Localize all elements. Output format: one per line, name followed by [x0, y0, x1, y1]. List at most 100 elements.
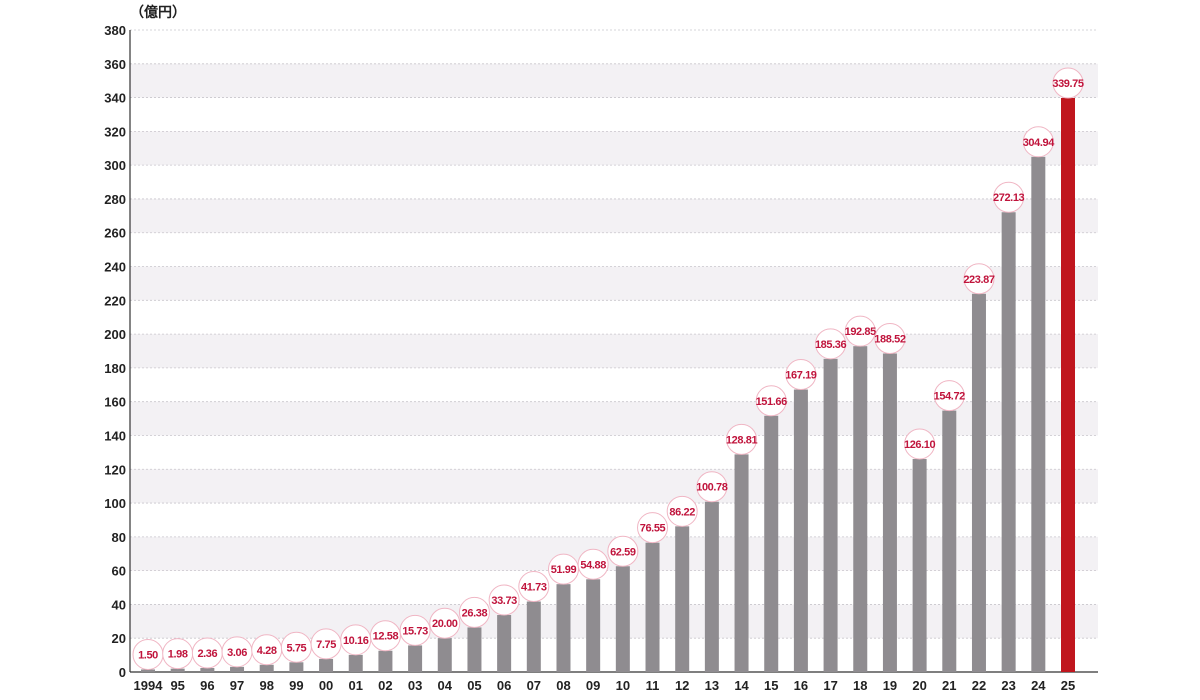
x-tick-label: 95 [170, 678, 184, 693]
x-tick-label: 17 [823, 678, 837, 693]
data-label: 51.99 [551, 564, 577, 576]
data-label: 272.13 [993, 192, 1025, 204]
data-label-bubble [399, 614, 431, 646]
x-tick-label: 22 [972, 678, 986, 693]
y-tick-label: 60 [112, 564, 126, 579]
data-label-bubble [696, 471, 728, 503]
bar [615, 566, 630, 672]
data-label: 7.75 [316, 639, 336, 651]
x-tick-label: 97 [230, 678, 244, 693]
y-tick-label: 140 [104, 428, 126, 443]
bar [882, 353, 897, 672]
bar [675, 526, 690, 672]
bar [497, 615, 512, 672]
x-tick-label: 09 [586, 678, 600, 693]
data-label: 1.98 [168, 649, 188, 661]
bar [734, 454, 749, 672]
bar [378, 650, 393, 672]
bar [556, 584, 571, 672]
data-label: 188.52 [874, 334, 906, 346]
x-tick-label: 96 [200, 678, 214, 693]
data-label: 54.88 [580, 559, 606, 571]
data-label-bubble [369, 620, 401, 652]
data-label-bubble [429, 607, 461, 639]
bar [141, 669, 155, 672]
grid-band [130, 401, 1098, 436]
data-label-bubble [933, 380, 965, 412]
y-axis-unit-label: （億円） [130, 4, 186, 20]
data-label: 62.59 [610, 546, 636, 558]
grid-band [130, 266, 1098, 301]
y-tick-label: 340 [104, 91, 126, 106]
data-label-bubble [785, 359, 817, 391]
bar [319, 658, 334, 672]
bar [793, 389, 808, 672]
data-label: 10.16 [343, 635, 369, 647]
data-label-bubble [993, 181, 1025, 213]
x-tick-label: 10 [616, 678, 630, 693]
bar [170, 668, 185, 672]
grid-band [130, 469, 1098, 504]
bar [200, 668, 215, 672]
grid-band [130, 131, 1098, 166]
data-label: 304.94 [1023, 137, 1056, 149]
y-tick-label: 320 [104, 124, 126, 139]
x-tick-label: 25 [1061, 678, 1075, 693]
data-label: 151.66 [756, 396, 788, 408]
x-tick-label: 04 [438, 678, 453, 693]
x-tick-label: 13 [705, 678, 719, 693]
data-label-bubble [488, 584, 520, 616]
bar [1001, 212, 1016, 672]
data-label: 192.85 [845, 326, 877, 338]
data-label: 128.81 [726, 434, 758, 446]
x-tick-label: 20 [912, 678, 926, 693]
x-tick-label: 02 [378, 678, 392, 693]
y-tick-label: 0 [119, 665, 126, 680]
data-label-bubble [726, 423, 758, 455]
y-tick-label: 200 [104, 327, 126, 342]
y-tick-label: 360 [104, 57, 126, 72]
data-label: 126.10 [904, 439, 936, 451]
x-tick-label: 07 [527, 678, 541, 693]
data-label-bubble [607, 535, 639, 567]
x-tick-label: 18 [853, 678, 867, 693]
data-label-bubble [666, 495, 698, 527]
y-tick-label: 20 [112, 631, 126, 646]
bar [704, 501, 719, 672]
data-label: 1.50 [138, 649, 158, 661]
data-label-bubble [518, 570, 550, 602]
y-tick-label: 180 [104, 361, 126, 376]
x-tick-label: 12 [675, 678, 689, 693]
x-tick-label: 08 [556, 678, 570, 693]
data-label-bubble [1052, 67, 1084, 99]
x-tick-label: 21 [942, 678, 956, 693]
data-label: 33.73 [491, 595, 517, 607]
x-tick-label: 99 [289, 678, 303, 693]
data-label: 4.28 [257, 645, 277, 657]
data-label-bubble [844, 315, 876, 347]
y-tick-label: 300 [104, 158, 126, 173]
bar [942, 410, 957, 672]
data-label: 154.72 [934, 391, 966, 403]
data-label-bubble [874, 323, 906, 355]
bar [408, 645, 423, 672]
bar [526, 601, 541, 672]
grid-band [130, 198, 1098, 233]
y-tick-label: 240 [104, 260, 126, 275]
data-label: 86.22 [669, 506, 695, 518]
data-label: 5.75 [286, 642, 306, 654]
x-tick-label: 19 [883, 678, 897, 693]
data-label-bubble [577, 548, 609, 580]
bar [467, 627, 482, 672]
data-label-bubble [458, 596, 490, 628]
data-label-bubble [1022, 126, 1054, 158]
x-tick-label: 98 [259, 678, 273, 693]
grid-band [130, 334, 1098, 368]
bar [1031, 156, 1046, 672]
x-tick-label: 23 [1001, 678, 1015, 693]
bar [823, 358, 838, 672]
y-tick-label: 120 [104, 462, 126, 477]
data-label: 3.06 [227, 647, 247, 659]
